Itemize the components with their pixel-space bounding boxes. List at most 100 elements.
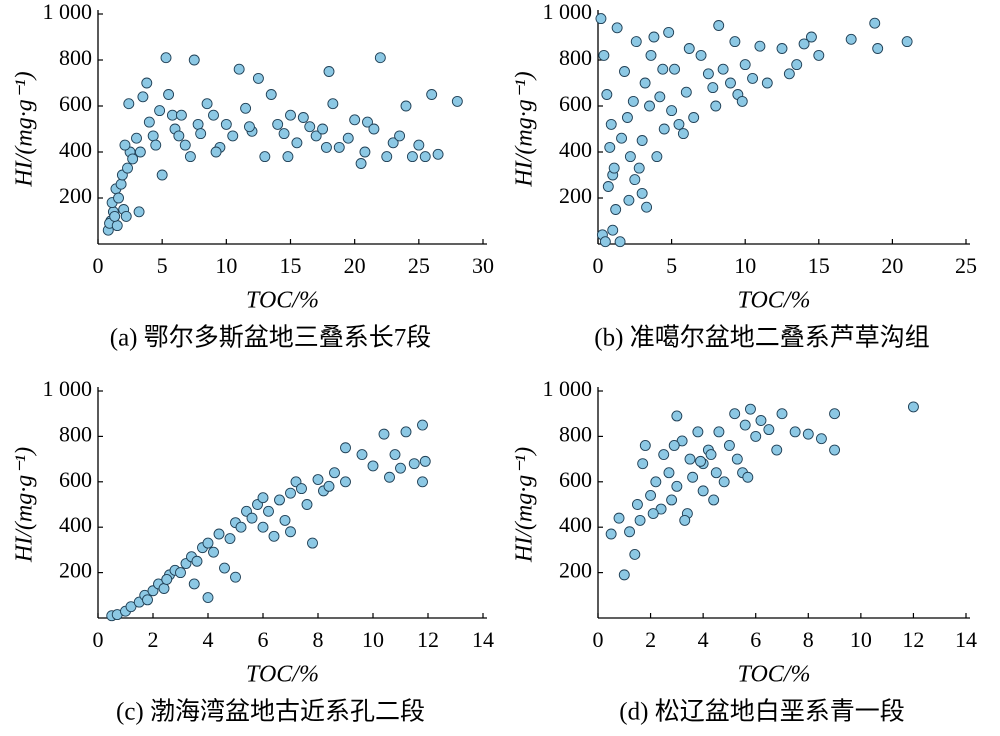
point xyxy=(755,415,767,426)
point xyxy=(747,72,759,84)
point xyxy=(645,49,657,61)
point xyxy=(195,128,207,140)
point xyxy=(115,178,127,190)
point xyxy=(220,118,232,130)
point xyxy=(389,449,401,461)
point xyxy=(378,428,390,440)
point xyxy=(687,471,699,483)
x-tick-label: 20 xyxy=(344,253,366,278)
point xyxy=(639,77,651,89)
point xyxy=(202,537,214,549)
point xyxy=(133,206,145,218)
point xyxy=(614,236,626,248)
point xyxy=(688,112,700,123)
panel-caption: (d) 松辽盆地白垩系青一段 xyxy=(619,698,904,726)
point xyxy=(142,594,153,606)
point xyxy=(374,52,386,64)
point xyxy=(783,68,795,80)
point xyxy=(312,474,324,485)
point xyxy=(791,59,803,71)
point xyxy=(624,151,636,163)
x-tick-label: 2 xyxy=(645,627,656,652)
point xyxy=(650,476,662,488)
y-tick-label: 800 xyxy=(559,45,592,70)
point xyxy=(201,98,213,110)
point xyxy=(710,100,722,112)
x-axis-label: TOC/% xyxy=(738,288,811,314)
x-tick-label: 20 xyxy=(881,253,903,278)
y-tick-label: 600 xyxy=(59,91,92,116)
point xyxy=(598,49,610,61)
point xyxy=(754,40,766,52)
point xyxy=(417,419,428,431)
point xyxy=(607,224,619,236)
point xyxy=(729,408,741,420)
point xyxy=(739,419,751,431)
point xyxy=(813,49,825,61)
point xyxy=(829,444,841,456)
point xyxy=(684,453,696,465)
x-tick-label: 0 xyxy=(93,627,104,652)
point xyxy=(123,98,135,110)
point xyxy=(419,151,431,163)
point xyxy=(631,499,643,510)
point xyxy=(692,426,704,438)
point xyxy=(636,187,648,199)
point xyxy=(658,123,670,135)
point xyxy=(120,210,132,222)
point xyxy=(829,408,841,420)
point xyxy=(296,483,307,495)
panel-caption: (c) 渤海湾盆地古近系孔二段 xyxy=(116,698,425,726)
point xyxy=(291,137,303,149)
point xyxy=(274,494,285,506)
point xyxy=(651,151,663,163)
point xyxy=(426,89,438,100)
point xyxy=(359,146,371,158)
y-tick-label: 600 xyxy=(559,467,592,492)
x-tick-label: 0 xyxy=(93,253,104,278)
x-tick-label: 12 xyxy=(417,627,439,652)
y-axis-label: HI/(mg·g⁻¹) xyxy=(512,447,538,563)
point xyxy=(349,114,361,126)
point xyxy=(718,476,730,488)
point xyxy=(451,95,463,107)
point xyxy=(629,548,641,560)
point xyxy=(340,476,351,488)
point xyxy=(621,112,633,123)
point xyxy=(285,487,296,499)
point xyxy=(141,77,153,89)
point xyxy=(624,526,635,538)
point xyxy=(233,63,245,75)
point xyxy=(329,467,340,479)
point xyxy=(707,82,719,94)
x-tick-label: 30 xyxy=(472,253,494,278)
x-tick-label: 2 xyxy=(148,627,159,652)
point xyxy=(623,194,635,206)
point xyxy=(163,89,175,100)
point xyxy=(119,139,131,151)
point xyxy=(673,118,685,130)
point xyxy=(668,440,680,451)
point xyxy=(219,562,230,574)
x-axis-label: TOC/% xyxy=(738,662,811,688)
y-axis-label: HI/(mg·g⁻¹) xyxy=(12,71,38,187)
point xyxy=(408,458,420,470)
point xyxy=(323,66,335,77)
point xyxy=(143,116,155,128)
x-axis-label: TOC/% xyxy=(246,662,319,688)
y-tick-label: 1 000 xyxy=(43,376,93,401)
point xyxy=(616,132,628,144)
point xyxy=(648,31,660,43)
point xyxy=(629,174,641,186)
point xyxy=(285,526,296,538)
point xyxy=(683,43,695,54)
point xyxy=(208,109,219,121)
x-tick-label: 10 xyxy=(362,627,384,652)
y-tick-label: 400 xyxy=(59,512,92,537)
point xyxy=(798,38,810,50)
point xyxy=(671,410,683,422)
point xyxy=(658,449,670,461)
point xyxy=(406,151,418,163)
panel-caption: (a) 鄂尔多斯盆地三叠系长7段 xyxy=(110,324,432,352)
